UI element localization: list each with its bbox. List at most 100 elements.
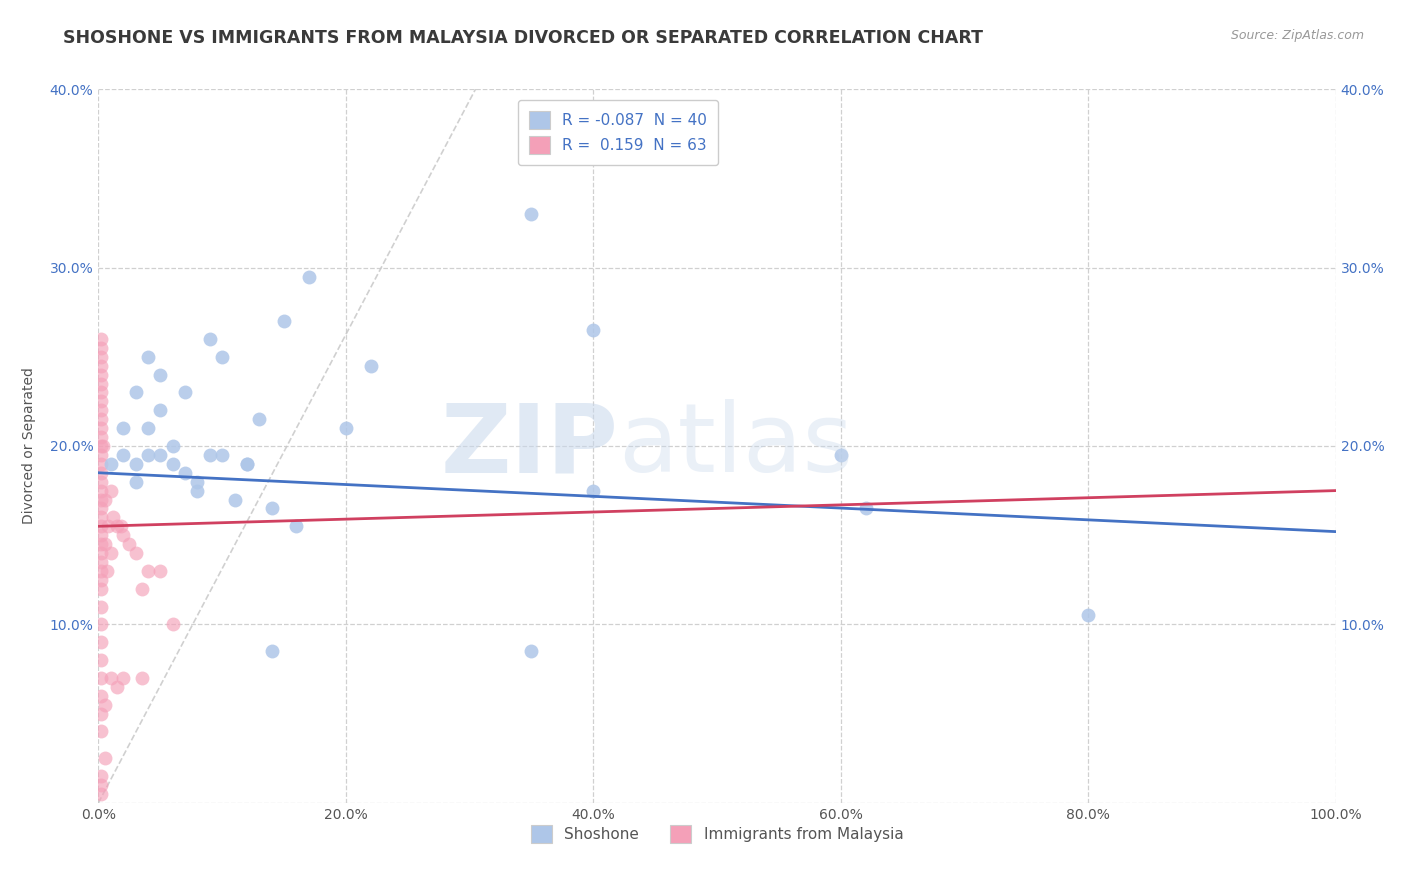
Point xyxy=(90,439,112,453)
Point xyxy=(100,671,122,685)
Point xyxy=(174,385,197,400)
Point xyxy=(136,448,159,462)
Point xyxy=(90,483,112,498)
Point xyxy=(90,341,112,355)
Point xyxy=(112,448,135,462)
Point xyxy=(520,644,543,658)
Point xyxy=(136,421,159,435)
Point xyxy=(90,403,112,417)
Point xyxy=(105,680,128,694)
Point xyxy=(360,359,382,373)
Point xyxy=(149,448,172,462)
Point xyxy=(110,519,132,533)
Point xyxy=(520,207,543,221)
Y-axis label: Divorced or Separated: Divorced or Separated xyxy=(22,368,35,524)
Text: atlas: atlas xyxy=(619,400,853,492)
Point xyxy=(124,475,146,489)
Point xyxy=(90,430,112,444)
Point xyxy=(236,457,259,471)
Point xyxy=(90,376,112,391)
Point xyxy=(830,448,852,462)
Point xyxy=(224,492,246,507)
Point xyxy=(112,421,135,435)
Point xyxy=(582,323,605,337)
Point xyxy=(198,332,221,346)
Point xyxy=(124,385,146,400)
Point xyxy=(136,350,159,364)
Point xyxy=(124,546,146,560)
Point xyxy=(260,501,283,516)
Point xyxy=(335,421,357,435)
Point xyxy=(93,537,115,551)
Point xyxy=(93,698,115,712)
Point xyxy=(149,403,172,417)
Point xyxy=(285,519,308,533)
Point xyxy=(149,368,172,382)
Point xyxy=(162,457,184,471)
Point xyxy=(100,457,122,471)
Point xyxy=(97,519,120,533)
Point xyxy=(298,269,321,284)
Point xyxy=(90,635,112,649)
Point xyxy=(131,671,153,685)
Point xyxy=(273,314,295,328)
Point xyxy=(186,483,208,498)
Point xyxy=(90,421,112,435)
Point xyxy=(90,394,112,409)
Point xyxy=(90,412,112,426)
Point xyxy=(855,501,877,516)
Point xyxy=(90,689,112,703)
Point xyxy=(582,483,605,498)
Point xyxy=(90,332,112,346)
Point xyxy=(112,528,135,542)
Point xyxy=(90,555,112,569)
Point xyxy=(90,778,112,792)
Point xyxy=(90,368,112,382)
Point xyxy=(236,457,259,471)
Point xyxy=(90,582,112,596)
Point xyxy=(90,385,112,400)
Point xyxy=(1077,608,1099,623)
Point xyxy=(96,564,118,578)
Point xyxy=(90,546,112,560)
Point xyxy=(162,439,184,453)
Point xyxy=(112,671,135,685)
Point xyxy=(100,546,122,560)
Point xyxy=(90,501,112,516)
Point xyxy=(211,448,233,462)
Point xyxy=(90,466,112,480)
Point xyxy=(162,617,184,632)
Point xyxy=(90,787,112,801)
Point xyxy=(90,564,112,578)
Point xyxy=(90,475,112,489)
Point xyxy=(90,492,112,507)
Point xyxy=(90,573,112,587)
Point xyxy=(247,412,270,426)
Point xyxy=(93,492,115,507)
Point xyxy=(90,528,112,542)
Point xyxy=(90,706,112,721)
Point xyxy=(260,644,283,658)
Point xyxy=(90,617,112,632)
Text: Source: ZipAtlas.com: Source: ZipAtlas.com xyxy=(1230,29,1364,42)
Point xyxy=(149,564,172,578)
Point xyxy=(118,537,141,551)
Point xyxy=(90,457,112,471)
Point xyxy=(93,751,115,765)
Point xyxy=(174,466,197,480)
Point xyxy=(90,359,112,373)
Point xyxy=(100,483,122,498)
Point xyxy=(90,519,112,533)
Point xyxy=(90,724,112,739)
Point xyxy=(93,439,115,453)
Point xyxy=(105,519,128,533)
Point xyxy=(90,448,112,462)
Point xyxy=(90,350,112,364)
Point xyxy=(131,582,153,596)
Legend: Shoshone, Immigrants from Malaysia: Shoshone, Immigrants from Malaysia xyxy=(524,819,910,848)
Point xyxy=(90,537,112,551)
Point xyxy=(90,510,112,524)
Point xyxy=(198,448,221,462)
Point xyxy=(211,350,233,364)
Point xyxy=(90,653,112,667)
